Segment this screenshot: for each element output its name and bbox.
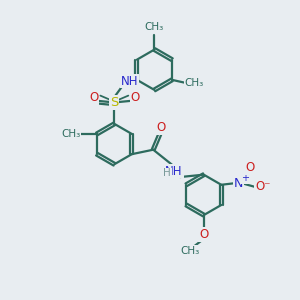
Text: S: S — [110, 96, 118, 109]
Text: CH₃: CH₃ — [184, 78, 204, 88]
Text: O⁻: O⁻ — [255, 180, 271, 194]
Text: CH₃: CH₃ — [181, 246, 200, 256]
Text: NH: NH — [165, 165, 183, 178]
Text: O: O — [130, 92, 140, 104]
Text: CH₃: CH₃ — [61, 129, 81, 139]
Text: H: H — [163, 169, 171, 178]
Text: +: + — [241, 173, 249, 183]
Text: O: O — [156, 121, 165, 134]
Text: O: O — [89, 92, 98, 104]
Text: O: O — [199, 228, 208, 241]
Text: NH: NH — [120, 74, 138, 88]
Text: CH₃: CH₃ — [145, 22, 164, 32]
Text: O: O — [246, 161, 255, 174]
Text: N: N — [234, 177, 243, 190]
